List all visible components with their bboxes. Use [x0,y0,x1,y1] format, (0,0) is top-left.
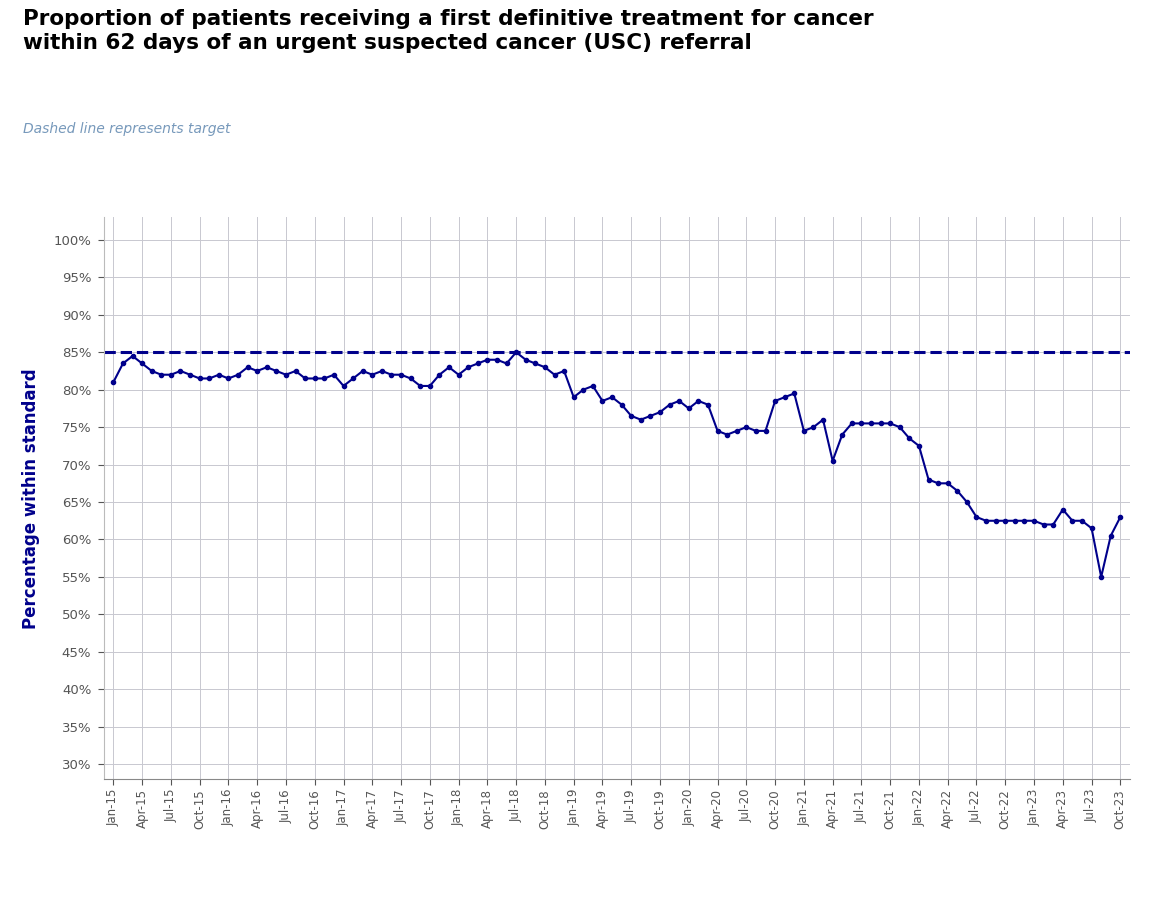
Text: Proportion of patients receiving a first definitive treatment for cancer
within : Proportion of patients receiving a first… [23,9,874,53]
Y-axis label: Percentage within standard: Percentage within standard [22,368,39,629]
Text: Dashed line represents target: Dashed line represents target [23,122,231,136]
